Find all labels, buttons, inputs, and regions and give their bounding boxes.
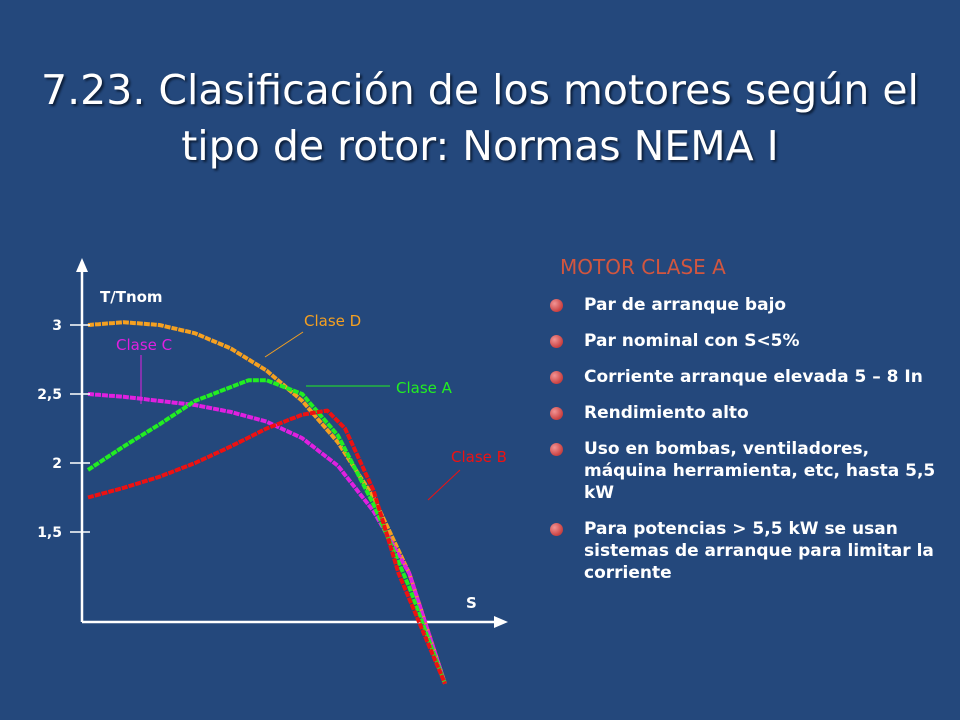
y-tick-label: 1,5 bbox=[37, 525, 62, 541]
title-line-2: tipo de rotor: Normas NEMA I bbox=[181, 122, 779, 170]
list-item: Corriente arranque elevada 5 – 8 In bbox=[548, 366, 948, 388]
bullet-icon bbox=[550, 299, 563, 312]
bullet-text: Para potencias > 5,5 kW se usan sistemas… bbox=[584, 519, 934, 583]
bullet-text: Par nominal con S<5% bbox=[584, 331, 800, 351]
motor-class-heading: MOTOR CLASE A bbox=[560, 255, 726, 279]
annotation-clase-a: Clase A bbox=[396, 379, 453, 397]
list-item: Rendimiento alto bbox=[548, 402, 948, 424]
annotation-clase-c: Clase C bbox=[116, 336, 172, 354]
list-item: Par de arranque bajo bbox=[548, 294, 948, 316]
y-axis-label: T/Tnom bbox=[100, 288, 163, 306]
annotation-leader bbox=[427, 469, 461, 501]
slide-title: 7.23. Clasificación de los motores según… bbox=[20, 62, 940, 174]
curve-clase-b bbox=[87, 408, 447, 685]
bullet-icon bbox=[550, 335, 563, 348]
annotation-clase-d: Clase D bbox=[304, 312, 361, 330]
y-tick-label: 3 bbox=[52, 318, 62, 334]
chart-ticks: 3 2,5 2 1,5 bbox=[37, 318, 90, 541]
y-tick-label: 2 bbox=[52, 456, 62, 472]
list-item: Par nominal con S<5% bbox=[548, 330, 948, 352]
bullet-icon bbox=[550, 407, 563, 420]
list-item: Para potencias > 5,5 kW se usan sistemas… bbox=[548, 518, 948, 584]
y-tick-label: 2,5 bbox=[37, 387, 62, 403]
x-axis-label: S bbox=[466, 594, 477, 612]
chart-labels: T/Tnom S Clase D Clase C Clase A Clase B bbox=[100, 288, 507, 612]
chart-axes bbox=[76, 258, 508, 628]
title-line-1: 7.23. Clasificación de los motores según… bbox=[41, 66, 919, 114]
bullet-icon bbox=[550, 371, 563, 384]
feature-list: Par de arranque bajo Par nominal con S<5… bbox=[548, 294, 948, 598]
annotation-leader bbox=[264, 331, 304, 358]
bullet-text: Corriente arranque elevada 5 – 8 In bbox=[584, 367, 923, 387]
bullet-text: Uso en bombas, ventiladores, máquina her… bbox=[584, 439, 936, 503]
bullet-icon bbox=[550, 443, 563, 456]
bullet-text: Rendimiento alto bbox=[584, 403, 749, 423]
annotation-clase-b: Clase B bbox=[451, 448, 507, 466]
chart-curves bbox=[86, 320, 447, 685]
bullet-icon bbox=[550, 523, 563, 536]
list-item: Uso en bombas, ventiladores, máquina her… bbox=[548, 438, 948, 504]
x-axis-arrow-icon bbox=[494, 616, 508, 628]
bullet-text: Par de arranque bajo bbox=[584, 295, 787, 315]
y-axis-arrow-icon bbox=[76, 258, 88, 272]
curve-clase-d bbox=[87, 320, 447, 685]
